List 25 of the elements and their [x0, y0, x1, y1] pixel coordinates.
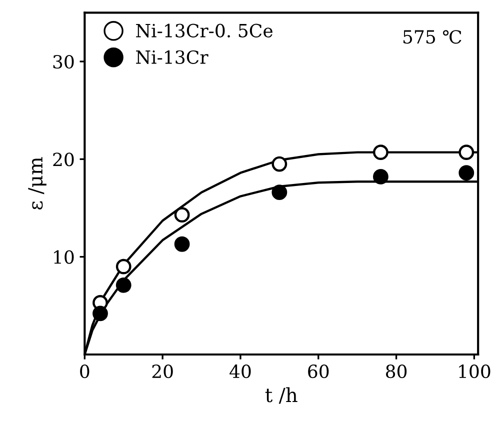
- point: [373, 144, 388, 160]
- y-tick-label: 20: [53, 152, 74, 166]
- point: [116, 277, 132, 293]
- point: [272, 184, 288, 200]
- point: [373, 169, 388, 184]
- y-axis-title: ε /μm: [28, 157, 46, 210]
- x-tick-label: 60: [308, 364, 329, 378]
- y-tick-label: 10: [54, 250, 74, 264]
- legend-label: Ni-13Cr: [136, 50, 208, 64]
- x-tick-label: 80: [386, 364, 407, 378]
- legend-label: Ni-13Cr-0. 5Ce: [136, 24, 272, 38]
- x-tick-label: 0: [80, 364, 90, 378]
- x-axis-title: t /h: [265, 387, 298, 404]
- point: [174, 207, 190, 223]
- x-tick-label: 100: [459, 364, 490, 378]
- x-tick-label: 20: [152, 364, 173, 378]
- point: [272, 156, 288, 172]
- x-tick-label: 40: [230, 364, 251, 378]
- y-tick-label: 30: [53, 54, 74, 69]
- annotation: 575 ℃: [403, 30, 462, 44]
- point: [116, 258, 132, 274]
- point: [174, 236, 190, 252]
- point: [458, 144, 474, 160]
- point: [458, 165, 474, 181]
- point: [92, 306, 108, 322]
